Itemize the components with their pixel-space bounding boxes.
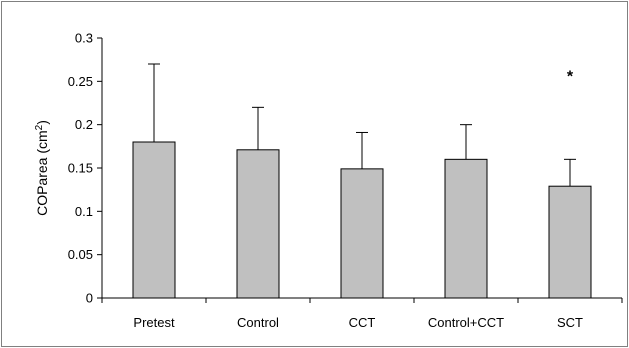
y-axis-title-superscript: 2 [34, 124, 45, 130]
annotations-group: * [567, 69, 574, 86]
y-tick-label: 0.15 [68, 161, 93, 176]
y-tick-label: 0 [86, 291, 93, 306]
y-tick-label: 0.1 [75, 204, 93, 219]
x-tick-label: SCT [557, 315, 583, 330]
bar-control-cct [444, 158, 488, 299]
y-axis-ticks: 0 0.05 0.1 0.15 0.2 0.25 0.3 [68, 31, 102, 306]
bar-sct [548, 185, 592, 299]
error-bars-group [148, 63, 576, 187]
x-tick-label: Control [237, 315, 279, 330]
x-axis-ticks: Pretest Control CCT Control+CCT SCT [101, 298, 623, 330]
y-tick-label: 0.25 [68, 74, 93, 89]
y-axis-title-close: ) [34, 120, 50, 125]
bar-cct [340, 168, 384, 299]
y-tick-label: 0.05 [68, 247, 93, 262]
x-tick-label: Control+CCT [428, 315, 504, 330]
x-tick-label: Pretest [133, 315, 175, 330]
y-tick-label: 0.3 [75, 31, 93, 46]
x-tick-label: CCT [349, 315, 376, 330]
y-tick-label: 0.2 [75, 117, 93, 132]
y-axis-title: COParea (cm2) [34, 120, 51, 216]
y-axis-title-main: COParea (cm [34, 130, 50, 216]
significance-asterisk: * [567, 69, 574, 86]
bar-pretest [132, 141, 176, 299]
bar-control [236, 149, 280, 299]
